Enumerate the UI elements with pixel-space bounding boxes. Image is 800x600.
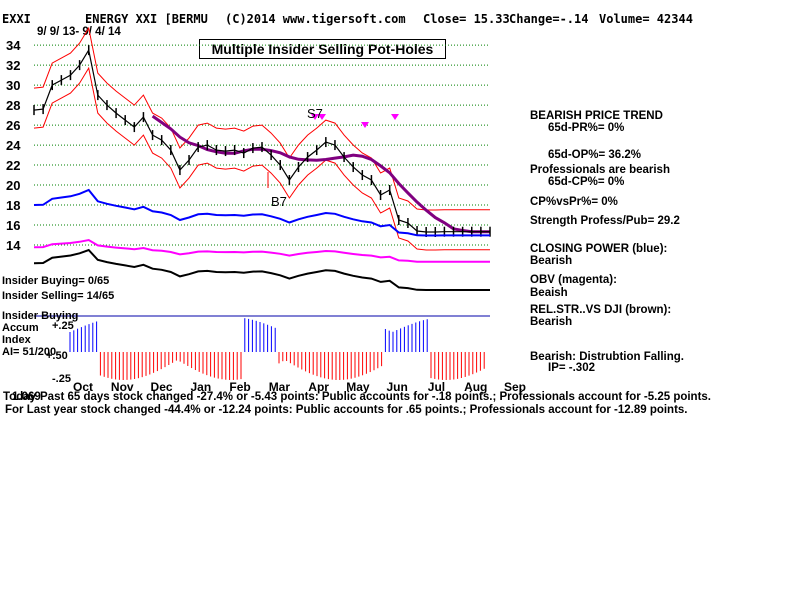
side-note: Beaish bbox=[530, 287, 568, 299]
signal-markers bbox=[267, 114, 399, 188]
close-price: Close= 15.33 bbox=[423, 12, 510, 26]
x-tick-label: Jan bbox=[190, 380, 211, 394]
closing-power-line bbox=[33, 188, 490, 237]
y-tick-label: 16 bbox=[6, 218, 20, 233]
insider-buying-count: Insider Buying= 0/65 bbox=[2, 275, 110, 287]
moving-average-line bbox=[151, 114, 490, 234]
obv-line bbox=[33, 238, 490, 263]
footer-overlay: 1.069 bbox=[12, 391, 41, 403]
x-tick-label: Apr bbox=[308, 380, 329, 394]
x-tick-label: Feb bbox=[229, 380, 250, 394]
price-bands bbox=[33, 26, 490, 251]
x-axis-ticks: Oct Nov Dec Jan Feb Mar Apr May Jun Jul Aug Sep bbox=[73, 380, 526, 394]
y-tick-label: 14 bbox=[6, 238, 21, 253]
x-tick-label: Mar bbox=[269, 380, 291, 394]
copyright-label: (C)2014 www.tigersoft.com bbox=[225, 12, 406, 26]
footer-line-1-prefix: Today bbox=[3, 391, 37, 403]
x-tick-label: Jun bbox=[387, 380, 408, 394]
lower-band-line bbox=[33, 66, 490, 251]
accum-tick-plus50: +.50 bbox=[46, 350, 68, 362]
accum-index-histogram bbox=[69, 318, 485, 380]
insider-selling-arrow bbox=[311, 114, 319, 120]
x-tick-label: Sep bbox=[504, 380, 526, 394]
y-tick-label: 34 bbox=[6, 38, 21, 53]
side-note: CP%vsPr%= 0% bbox=[530, 196, 618, 208]
y-tick-label: 22 bbox=[6, 158, 20, 173]
indicator-lines bbox=[33, 188, 490, 317]
side-note: BEARISH PRICE TREND bbox=[530, 110, 663, 122]
accum-label-1: Insider Buying bbox=[2, 310, 79, 322]
y-tick-label: 32 bbox=[6, 58, 20, 73]
y-tick-label: 28 bbox=[6, 98, 20, 113]
price-line bbox=[33, 48, 490, 233]
side-note: 65d-PR%= 0% bbox=[548, 122, 625, 134]
side-note: Bearish bbox=[530, 316, 573, 328]
y-axis-ticks: 34 32 30 28 26 24 22 20 18 16 14 bbox=[6, 38, 21, 253]
insider-selling-arrow bbox=[391, 114, 399, 120]
y-tick-label: 24 bbox=[6, 138, 21, 153]
x-tick-label: Aug bbox=[464, 380, 487, 394]
side-note: Professionals are bearish bbox=[530, 164, 670, 176]
side-note: IP= -.302 bbox=[548, 362, 595, 374]
volume-value: Volume= 42344 bbox=[599, 12, 693, 26]
date-range: 9/ 9/ 13- 9/ 4/ 14 bbox=[37, 26, 121, 38]
side-note: 65d-OP%= 36.2% bbox=[548, 149, 642, 161]
y-tick-label: 20 bbox=[6, 178, 20, 193]
x-tick-label: Dec bbox=[151, 380, 173, 394]
relative-strength-line bbox=[33, 248, 490, 291]
accum-tick-plus25: +.25 bbox=[52, 320, 74, 332]
s7-signal-label: S7 bbox=[307, 106, 323, 121]
side-note: CLOSING POWER (blue): bbox=[530, 243, 668, 255]
accum-label-3: Index bbox=[2, 334, 31, 346]
insider-selling-arrow bbox=[318, 114, 326, 120]
change-value: Change=-.14 bbox=[509, 12, 589, 26]
ticker-label: EXXI bbox=[2, 12, 31, 26]
insider-selling-arrow bbox=[361, 122, 369, 128]
accum-label-2: Accum bbox=[2, 322, 39, 334]
x-tick-label: May bbox=[346, 380, 370, 394]
price-series bbox=[33, 45, 491, 238]
b7-signal-label: B7 bbox=[271, 194, 287, 209]
side-note: Bearish: Distrubtion Falling. bbox=[530, 351, 684, 363]
accum-tick-minus25: -.25 bbox=[52, 373, 71, 385]
x-tick-label: Jul bbox=[428, 380, 445, 394]
upper-band-line bbox=[33, 26, 490, 211]
footer-line-2: For Last year stock changed -44.4% or -1… bbox=[5, 404, 688, 416]
footer-line-1: Past 65 days stock changed -27.4% or -5.… bbox=[40, 391, 712, 403]
insider-selling-count: Insider Selling= 14/65 bbox=[2, 290, 115, 302]
y-tick-label: 30 bbox=[6, 78, 20, 93]
side-note: 65d-CP%= 0% bbox=[548, 176, 625, 188]
y-tick-label: 26 bbox=[6, 118, 20, 133]
side-note: OBV (magenta): bbox=[530, 274, 617, 286]
annotation-box: Multiple Insider Selling Pot-Holes bbox=[199, 39, 446, 59]
side-note: REL.STR..VS DJI (brown): bbox=[530, 304, 672, 316]
x-tick-label: Oct bbox=[73, 380, 93, 394]
x-tick-label: Nov bbox=[111, 380, 134, 394]
side-note: Bearish bbox=[530, 255, 573, 267]
side-note: Strength Profess/Pub= 29.2 bbox=[530, 215, 680, 227]
company-name: ENERGY XXI [BERMU bbox=[85, 12, 208, 26]
y-tick-label: 18 bbox=[6, 198, 20, 213]
ai-value: AI= 51/200 bbox=[2, 346, 57, 358]
